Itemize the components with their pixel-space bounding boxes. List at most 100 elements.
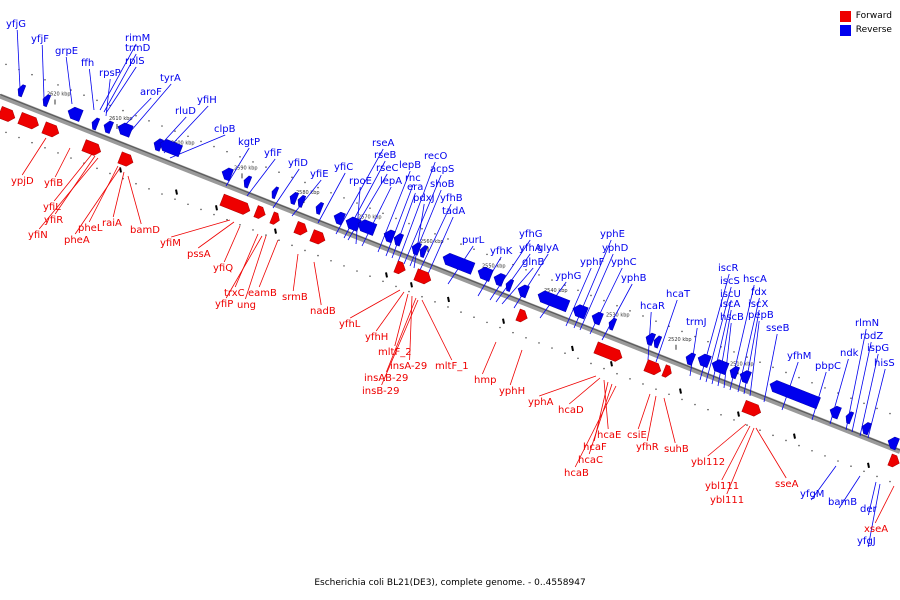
reverse-gene-leader: [501, 267, 534, 305]
guide-dot: [83, 94, 85, 96]
guide-dot: [161, 193, 163, 195]
guide-dot: [707, 408, 709, 411]
forward-gene-leader: [646, 395, 657, 442]
reverse-gene-label: yfiF: [264, 148, 282, 159]
guide-dot: [356, 270, 358, 272]
forward-gene-leader: [409, 295, 413, 361]
gene-arrow: [537, 290, 571, 313]
guide-dot: [226, 150, 228, 153]
guide-dot: [863, 470, 865, 473]
guide-dot: [96, 167, 98, 170]
forward-gene-leader: [127, 175, 142, 225]
guide-dot: [876, 475, 878, 478]
guide-dot: [109, 172, 111, 175]
gene-arrow: [221, 167, 234, 182]
legend-label-forward: Forward: [855, 11, 892, 21]
guide-dot: [187, 135, 189, 138]
guide-dot: [499, 326, 501, 329]
reverse-gene-leader: [129, 83, 172, 133]
gene-arrow: [653, 335, 663, 349]
guide-dot: [824, 387, 826, 389]
forward-gene-leader: [38, 157, 99, 230]
gene-arrow: [829, 405, 842, 420]
guide-dot: [213, 145, 215, 148]
forward-gene-label: yfhL: [339, 319, 361, 330]
reverse-gene-leader: [41, 44, 45, 99]
reverse-gene-label: purL: [462, 235, 485, 246]
reverse-gene-label: yfhK: [490, 246, 513, 257]
guide-dot: [317, 254, 319, 257]
reverse-gene-label: rpoE: [349, 176, 372, 187]
guide-dot: [252, 161, 254, 163]
gene-arrow: [41, 121, 60, 138]
reverse-gene-label: hisS: [874, 358, 895, 369]
forward-gene-leader: [721, 425, 751, 481]
gene-arrow: [91, 117, 101, 131]
reverse-gene-label: iscR: [718, 263, 738, 274]
reverse-gene-leader: [763, 333, 778, 403]
feature-tick: [385, 272, 388, 278]
guide-dot: [642, 383, 644, 385]
reverse-gene-label: trmD: [125, 43, 151, 54]
reverse-gene-label: yfhB: [440, 193, 463, 204]
guide-dot: [473, 248, 475, 251]
guide-dot: [265, 166, 267, 168]
forward-gene-leader: [381, 299, 419, 386]
forward-gene-leader: [54, 155, 96, 215]
forward-gene-label: yphA: [528, 397, 554, 408]
reverse-gene-label: rplS: [125, 56, 145, 67]
guide-dot: [824, 455, 826, 457]
guide-dot: [421, 295, 423, 298]
reverse-gene-leader: [495, 253, 531, 303]
guide-dot: [733, 419, 735, 421]
kbp-tick-label: 2600 kbp: [171, 140, 195, 146]
guide-dot: [434, 301, 436, 303]
forward-gene-label: mltF_1: [435, 361, 469, 372]
kbp-tick-label: 2570 kbp: [358, 214, 382, 220]
guide-dot: [772, 434, 774, 437]
guide-dot: [863, 402, 865, 405]
reverse-gene-label: yfhA: [519, 243, 542, 254]
guide-dot: [759, 429, 761, 432]
guide-dot: [408, 290, 410, 293]
feature-tick: [793, 433, 796, 439]
guide-dot: [187, 203, 189, 206]
gene-arrow: [608, 317, 618, 331]
guide-dot: [447, 306, 449, 308]
forward-swatch: [839, 10, 851, 22]
gene-arrow: [685, 352, 696, 366]
forward-gene-leader: [292, 253, 299, 292]
guide-dot: [343, 265, 345, 267]
reverse-gene-leader: [565, 267, 592, 327]
guide-dot: [31, 73, 33, 76]
reverse-gene-leader: [717, 309, 732, 387]
reverse-gene-label: kgtP: [238, 137, 260, 148]
reverse-gene-label: glyA: [537, 243, 559, 254]
strand-legend: Forward Reverse: [839, 9, 892, 37]
gene-arrow: [861, 422, 872, 436]
reverse-gene-leader: [361, 186, 392, 247]
guide-dot: [434, 233, 436, 235]
forward-gene-leader: [197, 221, 235, 249]
guide-dot: [616, 304, 618, 307]
reverse-gene-leader: [513, 253, 549, 309]
reverse-gene-label: aroF: [140, 87, 162, 98]
reverse-gene-label: lepA: [380, 176, 402, 187]
guide-dot: [486, 321, 488, 324]
guide-dot: [590, 294, 592, 297]
forward-gene-leader: [21, 137, 47, 176]
reverse-gene-label: hscB: [720, 312, 744, 323]
gene-arrow: [593, 341, 623, 362]
guide-dot: [759, 361, 761, 364]
guide-dot: [590, 362, 592, 365]
reverse-gene-label: ispG: [867, 343, 889, 354]
guide-dot: [57, 84, 59, 86]
reverse-gene-leader: [272, 168, 300, 209]
forward-gene-leader: [350, 289, 401, 319]
reverse-gene-leader: [317, 172, 346, 224]
gene-arrow: [739, 370, 752, 384]
reverse-gene-label: tyrA: [160, 73, 181, 84]
guide-dot: [577, 357, 579, 360]
forward-gene-label: hcaB: [564, 468, 589, 479]
